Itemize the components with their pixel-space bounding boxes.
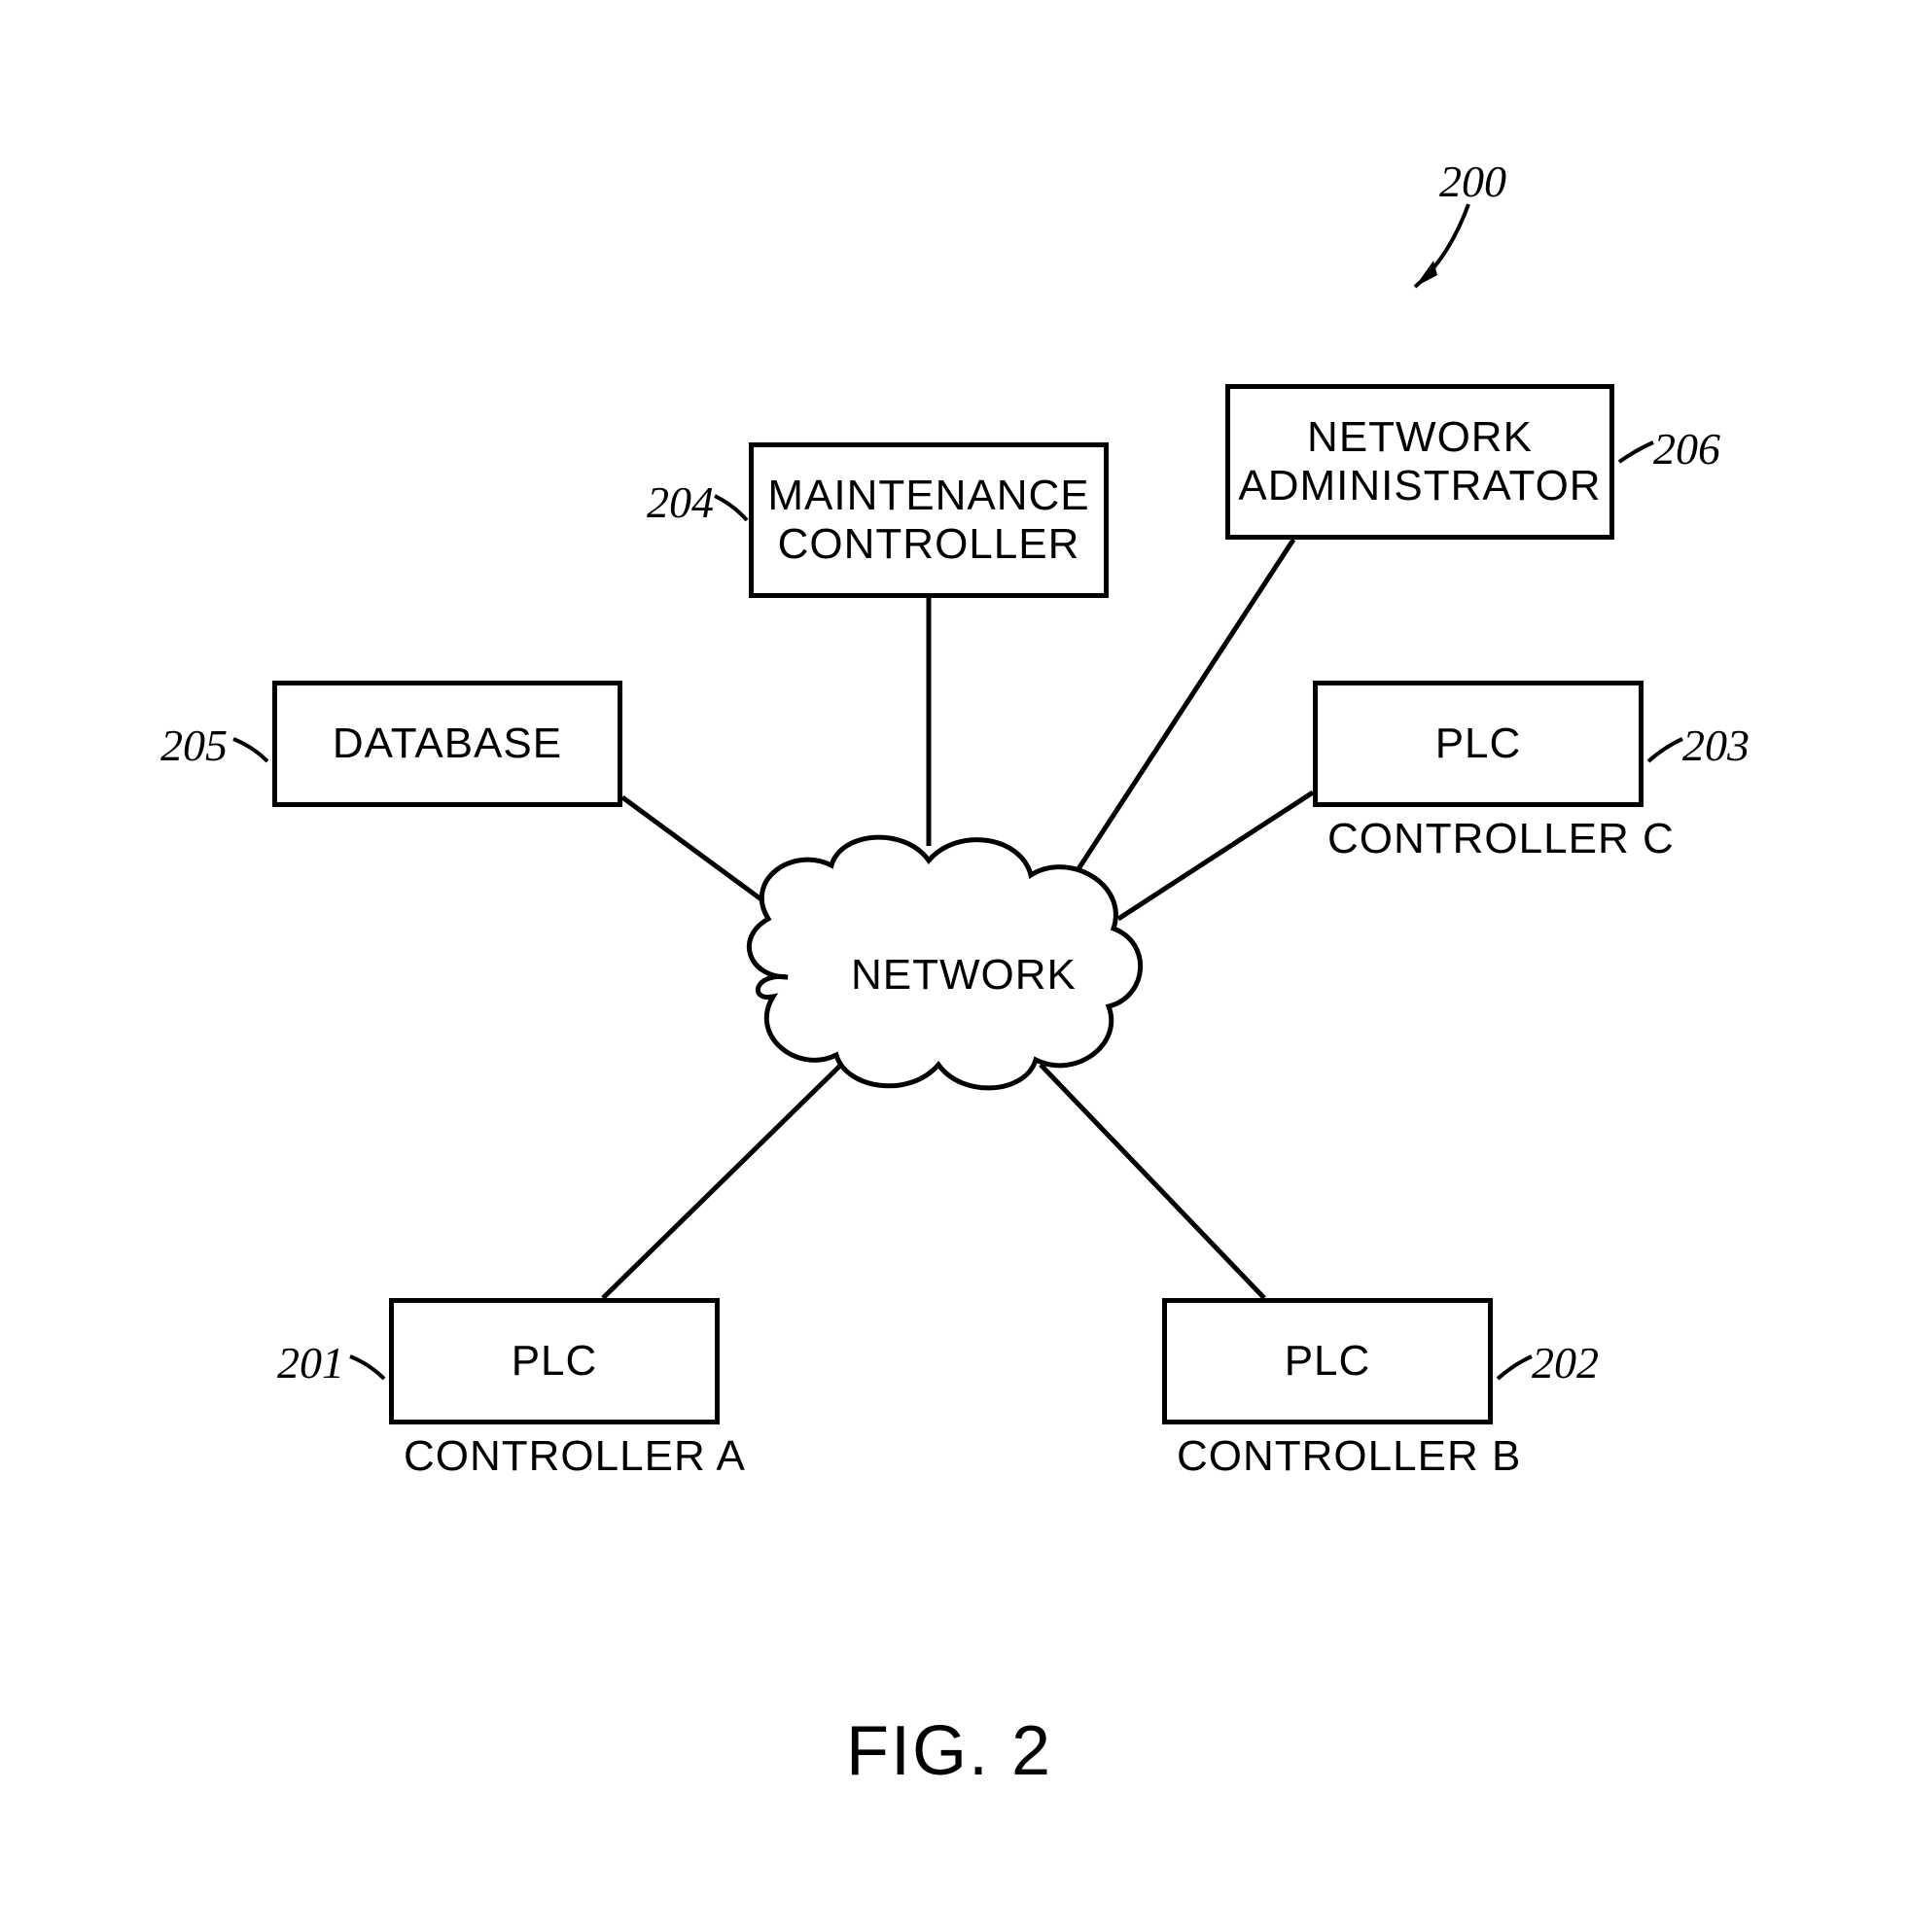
- ref-label-maintenance: 204: [647, 476, 714, 528]
- ref-label-database: 205: [160, 720, 228, 771]
- node-plc_c: PLC: [1313, 681, 1644, 807]
- node-sublabel-plc_b: CONTROLLER B: [1177, 1432, 1521, 1481]
- node-database: DATABASE: [272, 681, 622, 807]
- network-cloud-label: NETWORK: [851, 951, 1077, 1000]
- node-sublabel-plc_c: CONTROLLER C: [1327, 815, 1675, 863]
- node-sublabel-plc_a: CONTROLLER A: [404, 1432, 746, 1481]
- node-label-line: PLC: [512, 1337, 598, 1386]
- node-label-line: DATABASE: [333, 720, 562, 768]
- node-label-line: PLC: [1285, 1337, 1371, 1386]
- node-netadmin: NETWORKADMINISTRATOR: [1225, 384, 1614, 540]
- node-label-line: NETWORK: [1307, 413, 1533, 462]
- node-plc_a: PLC: [389, 1298, 720, 1424]
- figure-label: FIG. 2: [846, 1711, 1052, 1791]
- node-label-line: MAINTENANCE: [767, 472, 1089, 520]
- node-label-line: ADMINISTRATOR: [1238, 462, 1601, 510]
- ref-label-plc_a: 201: [277, 1337, 344, 1388]
- network-diagram: NETWORK MAINTENANCECONTROLLER204NETWORKA…: [0, 0, 1909, 1932]
- node-label-line: PLC: [1435, 720, 1522, 768]
- ref-label-netadmin: 206: [1653, 423, 1720, 474]
- system-ref-label: 200: [1439, 156, 1506, 207]
- node-plc_b: PLC: [1162, 1298, 1493, 1424]
- ref-label-plc_b: 202: [1532, 1337, 1599, 1388]
- node-label-line: CONTROLLER: [778, 520, 1080, 569]
- node-maintenance: MAINTENANCECONTROLLER: [749, 442, 1109, 598]
- ref-label-plc_c: 203: [1682, 720, 1750, 771]
